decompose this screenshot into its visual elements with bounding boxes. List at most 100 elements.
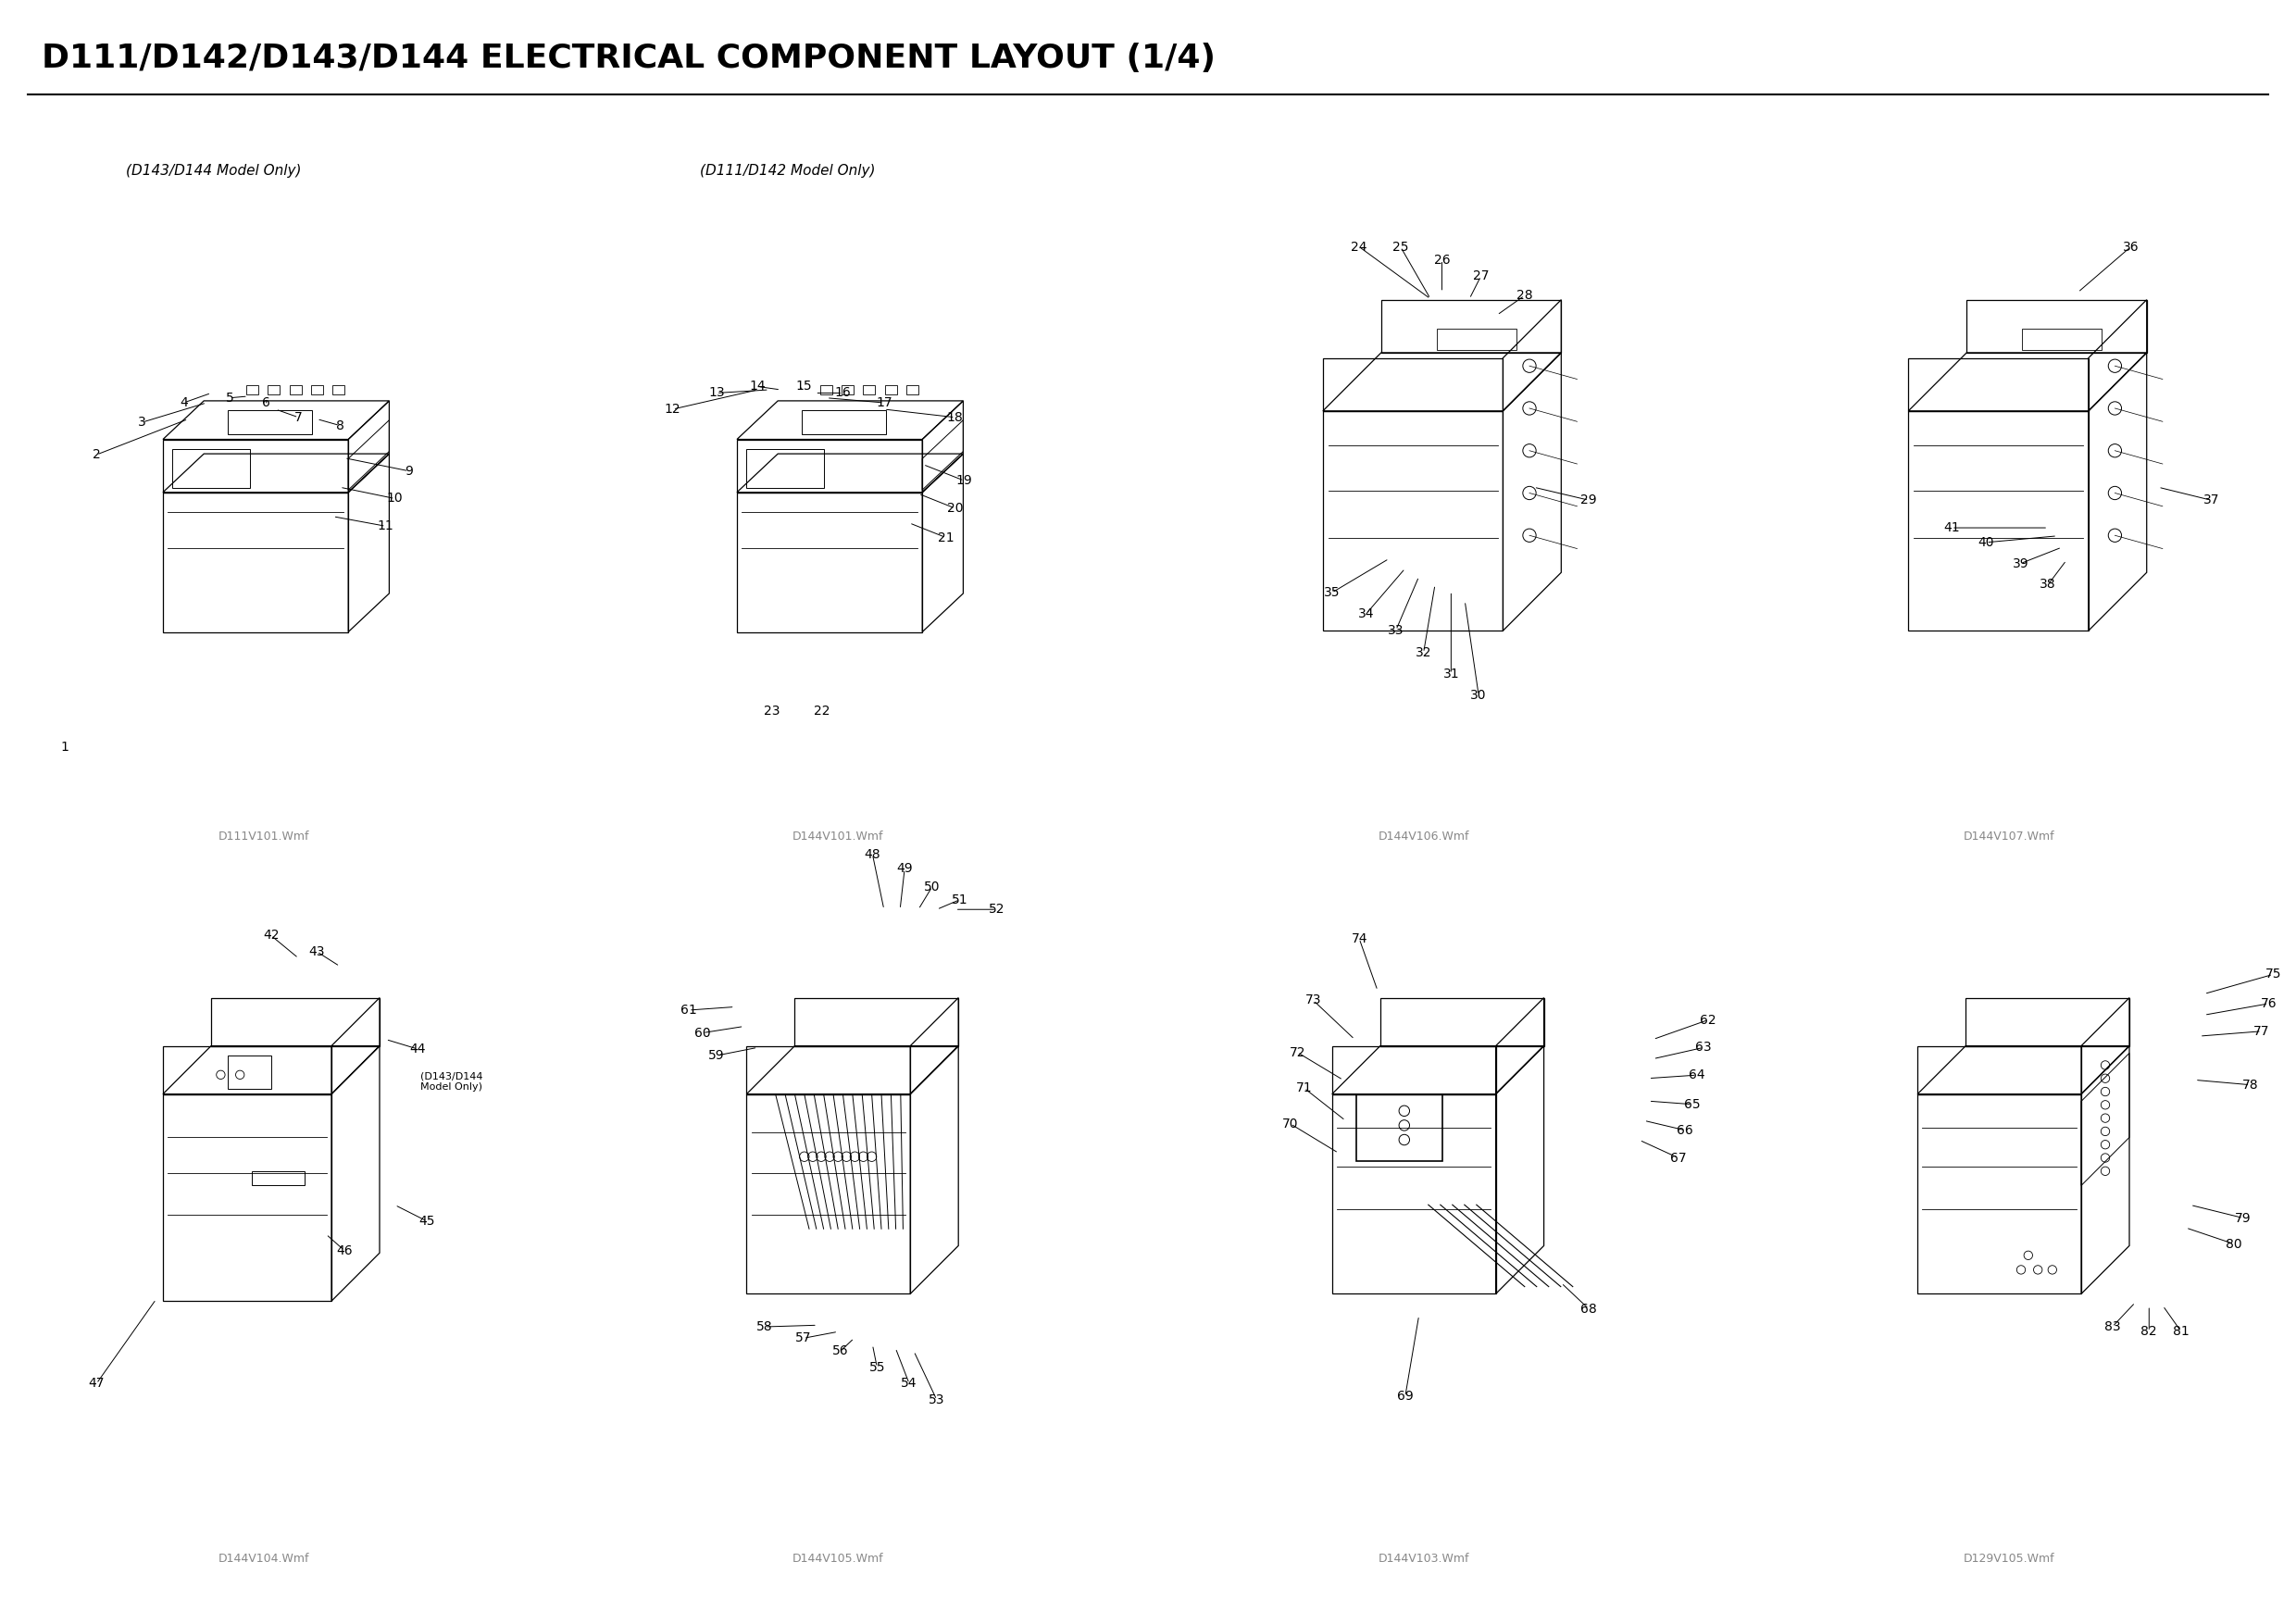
Text: 7: 7 [294,411,303,424]
Text: 16: 16 [833,387,852,400]
Text: 35: 35 [1322,586,1341,599]
Text: 31: 31 [1442,667,1460,680]
Text: 65: 65 [1683,1098,1701,1111]
Bar [333,385,344,395]
Text: D144V106.Wmf: D144V106.Wmf [1378,830,1469,843]
Bar [907,385,918,395]
Text: 80: 80 [2225,1237,2243,1250]
Bar [863,385,875,395]
Text: 17: 17 [875,396,893,409]
Text: 8: 8 [335,419,344,432]
Text: 77: 77 [2252,1025,2271,1038]
Text: (D143/D144 Model Only): (D143/D144 Model Only) [126,164,301,177]
Text: 56: 56 [831,1345,850,1358]
Text: 15: 15 [794,380,813,393]
Text: 44: 44 [409,1043,427,1056]
Text: 51: 51 [951,893,969,906]
Text: 42: 42 [262,929,280,942]
Text: D144V101.Wmf: D144V101.Wmf [792,830,884,843]
Text: 6: 6 [262,396,271,409]
Text: 82: 82 [2140,1325,2158,1338]
Text: 63: 63 [1694,1041,1713,1054]
Text: 61: 61 [680,1004,698,1017]
Text: 73: 73 [1304,994,1322,1007]
Text: 19: 19 [955,474,974,487]
Text: 55: 55 [868,1361,886,1374]
Bar [1357,1095,1442,1161]
Bar [269,385,280,395]
Text: 70: 70 [1281,1117,1300,1130]
Text: 46: 46 [335,1244,354,1257]
Text: D129V105.Wmf: D129V105.Wmf [1963,1553,2055,1566]
Text: 76: 76 [2259,997,2278,1010]
Text: D111V101.Wmf: D111V101.Wmf [218,830,310,843]
Text: 1: 1 [60,741,69,754]
Text: 68: 68 [1580,1302,1598,1315]
Text: 66: 66 [1676,1124,1694,1137]
Text: (D143/D144
Model Only): (D143/D144 Model Only) [420,1072,482,1091]
Text: D144V103.Wmf: D144V103.Wmf [1378,1553,1469,1566]
Text: 37: 37 [2202,494,2220,507]
Text: 60: 60 [693,1026,712,1039]
Bar [884,385,898,395]
Bar [246,385,257,395]
Text: 64: 64 [1688,1069,1706,1082]
Text: 54: 54 [900,1377,918,1390]
Text: 48: 48 [863,848,882,861]
Text: 2: 2 [92,448,101,461]
Bar [820,385,831,395]
Bar [227,1056,271,1090]
Bar [843,385,854,395]
Text: 26: 26 [1433,253,1451,266]
Text: 72: 72 [1288,1046,1306,1059]
Text: 67: 67 [1669,1151,1688,1164]
Text: 43: 43 [308,945,326,958]
Text: 40: 40 [1977,536,1995,549]
Text: 78: 78 [2241,1078,2259,1091]
Text: D144V107.Wmf: D144V107.Wmf [1963,830,2055,843]
Text: 30: 30 [1469,689,1488,702]
Text: 50: 50 [923,880,941,893]
Text: 79: 79 [2234,1212,2252,1224]
Text: 36: 36 [2122,240,2140,253]
Text: 4: 4 [179,396,188,409]
Text: 45: 45 [418,1215,436,1228]
Text: 53: 53 [928,1393,946,1406]
Text: 83: 83 [2103,1320,2122,1333]
Text: D144V105.Wmf: D144V105.Wmf [792,1553,884,1566]
Text: 59: 59 [707,1049,726,1062]
Text: 71: 71 [1295,1082,1313,1095]
Bar [1437,328,1515,351]
Text: 18: 18 [946,411,964,424]
Text: 62: 62 [1699,1013,1717,1026]
Text: 34: 34 [1357,607,1375,620]
Text: 49: 49 [895,862,914,875]
Text: 29: 29 [1580,494,1598,507]
Text: 41: 41 [1942,521,1961,534]
Text: 3: 3 [138,416,147,429]
Text: 13: 13 [707,387,726,400]
Text: 69: 69 [1396,1390,1414,1403]
Text: 11: 11 [377,520,395,533]
Text: 52: 52 [987,903,1006,916]
Text: 58: 58 [755,1320,774,1333]
Text: D144V104.Wmf: D144V104.Wmf [218,1553,310,1566]
Text: 10: 10 [386,492,404,505]
Text: 22: 22 [813,705,831,718]
Bar [2023,328,2101,351]
Text: 27: 27 [1472,270,1490,283]
Text: 23: 23 [762,705,781,718]
Text: 75: 75 [2264,968,2282,981]
Text: 9: 9 [404,464,413,477]
Text: 81: 81 [2172,1325,2190,1338]
Text: 20: 20 [946,502,964,515]
Text: 25: 25 [1391,240,1410,253]
Text: 39: 39 [2011,557,2030,570]
Text: 74: 74 [1350,932,1368,945]
Text: 57: 57 [794,1332,813,1345]
Text: 28: 28 [1515,289,1534,302]
Bar [253,1171,305,1186]
Text: 38: 38 [2039,578,2057,591]
Bar [310,385,324,395]
Text: 24: 24 [1350,240,1368,253]
